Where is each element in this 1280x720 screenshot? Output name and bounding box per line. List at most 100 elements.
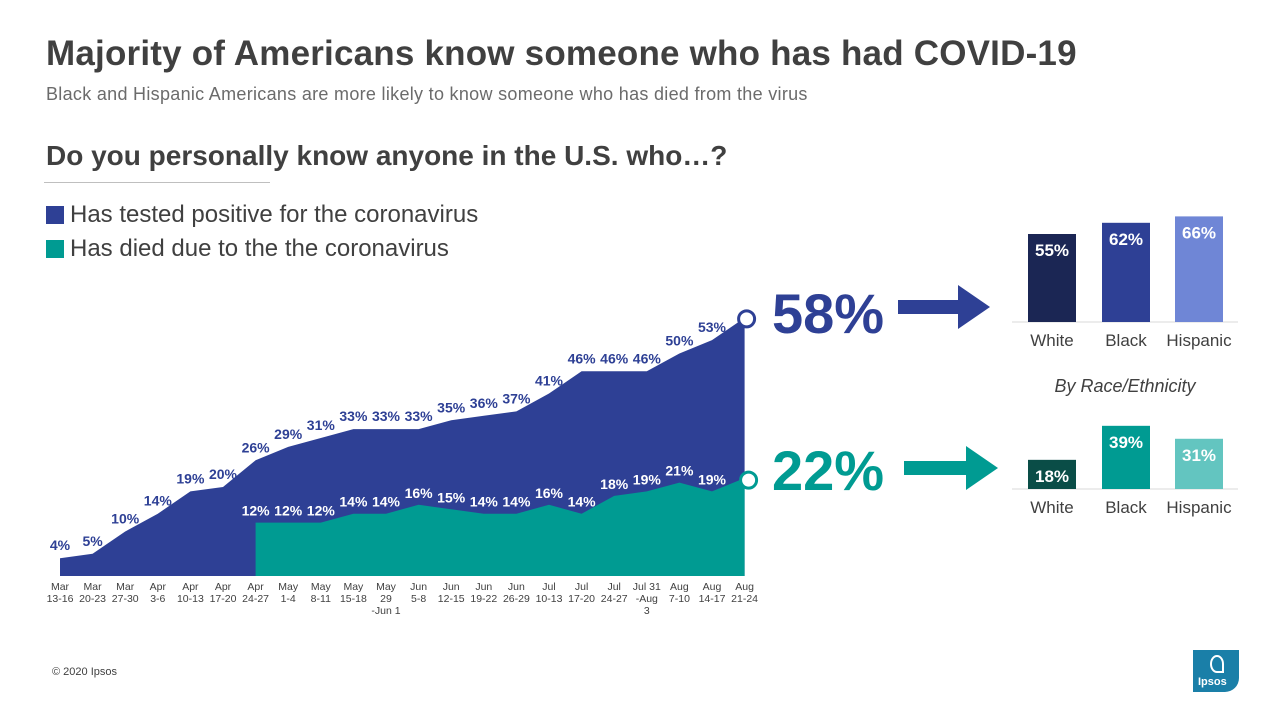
data-label-died: 14% (372, 494, 401, 510)
data-label-positive: 19% (176, 470, 205, 486)
x-tick-label: Jul 10-13 (536, 581, 563, 605)
arrow-died (904, 446, 998, 490)
x-tick-line: 21-24 (731, 593, 758, 605)
data-label-positive: 46% (568, 350, 597, 366)
data-label-died: 12% (242, 503, 271, 519)
data-label-died: 19% (698, 471, 727, 487)
data-label-died: 12% (307, 503, 336, 519)
legend-label-positive: Has tested positive for the coronavirus (70, 201, 479, 228)
bar-category-positive: Black (1105, 331, 1147, 350)
x-tick-label: Jun 5-8 (410, 581, 427, 605)
data-label-died: 14% (339, 494, 368, 510)
x-tick-line: Jul (542, 581, 555, 593)
x-tick-line: 17-20 (210, 593, 237, 605)
ipsos-logo-mark (1210, 655, 1224, 673)
x-tick-line: Aug (670, 581, 689, 593)
x-tick-label: May 1-4 (278, 581, 299, 605)
x-tick-line: May (278, 581, 299, 593)
data-label-positive: 35% (437, 399, 466, 415)
bar-died-white (1028, 459, 1076, 489)
bar-category-died: Hispanic (1166, 498, 1232, 517)
x-tick-label: Mar 27-30 (112, 581, 139, 605)
bar-positive-white (1028, 234, 1076, 322)
data-label-died: 14% (568, 494, 597, 510)
data-label-positive: 46% (600, 350, 629, 366)
data-label-positive: 33% (372, 408, 401, 424)
data-label-died: 19% (633, 471, 662, 487)
x-tick-line: 24-27 (601, 593, 628, 605)
data-label-positive: 10% (111, 511, 140, 527)
x-tick-line: -Jun 1 (371, 605, 400, 617)
x-tick-label: May 8-11 (311, 581, 332, 605)
data-label-positive: 5% (82, 533, 103, 549)
x-tick-line: Jul (575, 581, 588, 593)
bar-positive-hispanic (1175, 216, 1223, 322)
x-tick-label: Jul 17-20 (568, 581, 595, 605)
x-tick-line: 10-13 (177, 593, 204, 605)
data-label-positive: 53% (698, 319, 727, 335)
bar-category-positive: Hispanic (1166, 331, 1232, 350)
x-tick-line: 29 (380, 593, 392, 605)
x-tick-label: Jul 24-27 (601, 581, 628, 605)
x-tick-label: Apr 24-27 (242, 581, 269, 605)
chart-legend: Has tested positive for the coronavirus … (46, 198, 478, 266)
data-label-positive: 50% (665, 333, 694, 349)
x-tick-line: May (311, 581, 332, 593)
page-title: Majority of Americans know someone who h… (46, 34, 1077, 73)
data-label-positive: 29% (274, 426, 303, 442)
x-tick-line: Jun (410, 581, 427, 593)
question-heading: Do you personally know anyone in the U.S… (46, 140, 728, 171)
area-died (255, 478, 745, 576)
data-label-positive: 36% (470, 395, 499, 411)
endpoint-marker-died (739, 470, 759, 490)
x-tick-line: 1-4 (281, 593, 296, 605)
x-tick-label: Jun 19-22 (470, 581, 497, 605)
data-label-positive: 33% (339, 408, 368, 424)
x-tick-label: Jun 12-15 (438, 581, 465, 605)
data-label-positive: 20% (209, 466, 238, 482)
data-label-positive: 41% (535, 373, 564, 389)
x-tick-line: -Aug (636, 593, 658, 605)
ipsos-logo-text: Ipsos (1198, 676, 1227, 688)
bar-value-positive: 66% (1182, 223, 1216, 242)
bar-value-died: 31% (1182, 446, 1216, 465)
ipsos-logo: Ipsos (1193, 650, 1239, 692)
x-tick-line: Apr (247, 581, 264, 593)
legend-item-positive: Has tested positive for the coronavirus (46, 198, 478, 232)
x-tick-line: Mar (116, 581, 135, 593)
legend-label-died: Has died due to the the coronavirus (70, 235, 449, 262)
x-tick-line: 26-29 (503, 593, 530, 605)
x-tick-line: Jun (508, 581, 525, 593)
bar-category-died: White (1030, 498, 1073, 517)
callout-positive: 58% (772, 282, 884, 345)
x-tick-line: May (376, 581, 397, 593)
bar-category-died: Black (1105, 498, 1147, 517)
x-tick-label: May 15-18 (340, 581, 367, 605)
x-tick-line: 17-20 (568, 593, 595, 605)
x-tick-line: May (343, 581, 364, 593)
race-chart-title: By Race/Ethnicity (1054, 376, 1196, 396)
bar-value-positive: 62% (1109, 230, 1143, 249)
data-label-positive: 46% (633, 350, 662, 366)
x-tick-line: 7-10 (669, 593, 690, 605)
x-tick-line: Jul 31 (633, 581, 661, 593)
data-label-died: 14% (502, 494, 531, 510)
x-tick-line: Jul (607, 581, 620, 593)
data-label-died: 15% (437, 489, 466, 505)
x-tick-label: Jun 26-29 (503, 581, 530, 605)
x-tick-line: 3-6 (150, 593, 165, 605)
bar-positive-black (1102, 222, 1150, 322)
bar-value-positive: 55% (1035, 241, 1069, 260)
bar-value-died: 39% (1109, 433, 1143, 452)
data-label-positive: 37% (502, 390, 531, 406)
data-label-died: 16% (405, 485, 434, 501)
data-label-positive: 33% (405, 408, 434, 424)
x-tick-label: Aug 21-24 (731, 581, 758, 605)
x-tick-line: Aug (735, 581, 754, 593)
x-tick-label: Jul 31 -Aug 3 (633, 581, 661, 617)
legend-swatch-died (46, 240, 64, 258)
data-label-died: 21% (665, 463, 694, 479)
x-tick-line: Mar (51, 581, 70, 593)
data-label-died: 16% (535, 485, 564, 501)
legend-item-died: Has died due to the the coronavirus (46, 232, 478, 266)
